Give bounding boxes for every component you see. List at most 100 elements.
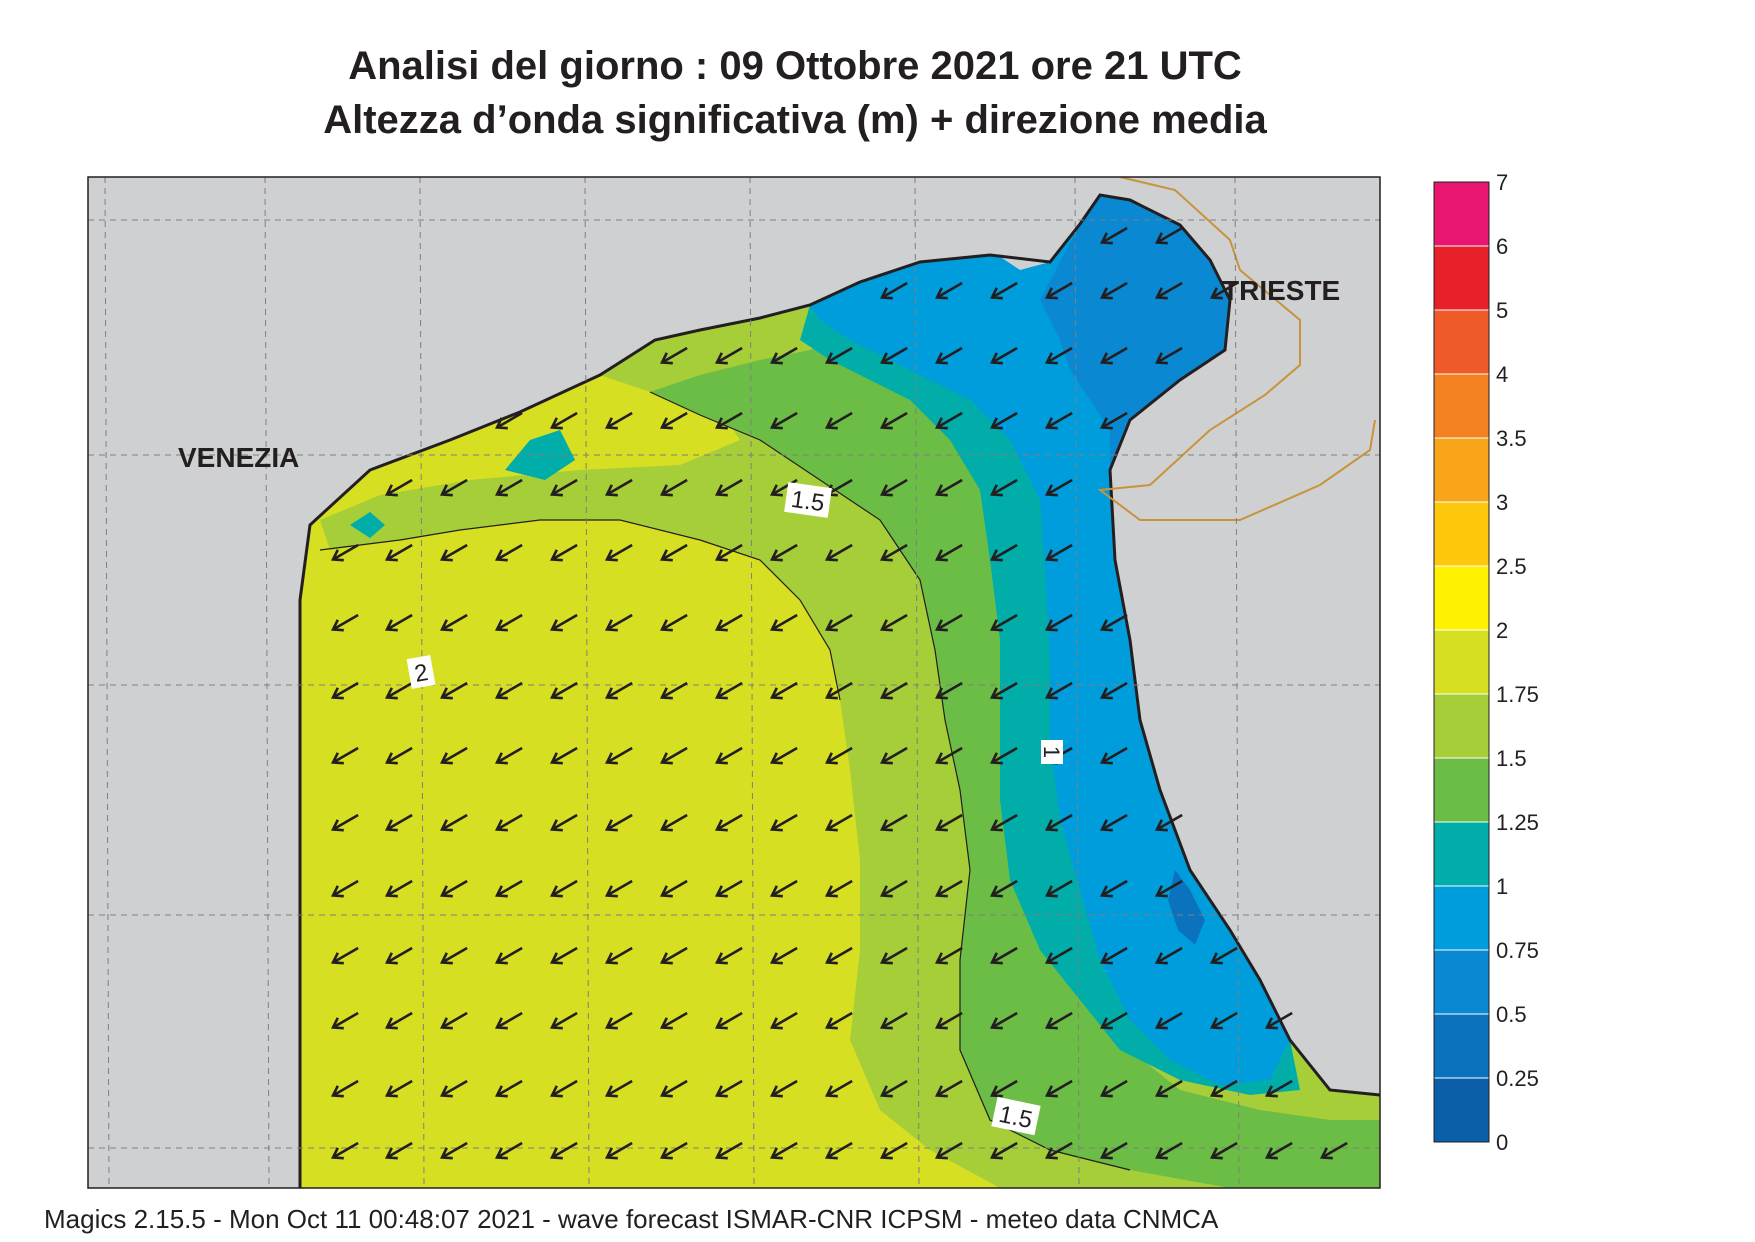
direction-arrow: [330, 613, 359, 632]
wave-direction-arrows: [330, 226, 1348, 1160]
direction-arrow: [1099, 281, 1128, 300]
direction-arrow: [494, 411, 523, 430]
legend-swatch: [1433, 373, 1490, 439]
direction-arrow: [879, 281, 908, 300]
map-frame: [87, 176, 1381, 1189]
direction-arrow: [934, 1141, 963, 1160]
direction-arrow: [1154, 281, 1183, 300]
direction-arrow: [879, 478, 908, 497]
direction-arrow: [604, 746, 633, 765]
graticule-meridian: [749, 177, 755, 1188]
direction-arrow: [989, 879, 1018, 898]
direction-arrow: [1319, 1141, 1348, 1160]
direction-arrow: [604, 1079, 633, 1098]
direction-arrow: [1044, 681, 1073, 700]
legend-tick-label: 0.25: [1496, 1066, 1539, 1091]
direction-arrow: [330, 1011, 359, 1030]
direction-arrow: [1099, 946, 1128, 965]
direction-arrow: [384, 543, 413, 562]
direction-arrow: [439, 813, 468, 832]
direction-arrow: [769, 1079, 798, 1098]
direction-arrow: [824, 746, 853, 765]
direction-arrow: [439, 879, 468, 898]
direction-arrow: [549, 879, 578, 898]
direction-arrow: [1209, 281, 1238, 300]
direction-arrow: [989, 681, 1018, 700]
direction-arrow: [879, 681, 908, 700]
direction-arrow: [384, 746, 413, 765]
direction-arrow: [604, 681, 633, 700]
title-line-2: Altezza d’onda significativa (m) + direz…: [323, 98, 1267, 142]
direction-arrow: [549, 478, 578, 497]
legend-tick-label: 2: [1496, 618, 1508, 643]
direction-arrow: [330, 946, 359, 965]
legend-swatch: [1433, 821, 1490, 887]
direction-arrow: [714, 813, 743, 832]
direction-arrow: [439, 613, 468, 632]
direction-arrow: [659, 346, 688, 365]
direction-arrow: [494, 879, 523, 898]
contour-label: 1: [1039, 740, 1064, 764]
direction-arrow: [494, 1079, 523, 1098]
direction-arrow: [879, 746, 908, 765]
direction-arrow: [1154, 813, 1183, 832]
direction-arrow: [1044, 281, 1073, 300]
title-line-1: Analisi del giorno : 09 Ottobre 2021 ore…: [348, 44, 1242, 88]
direction-arrow: [934, 281, 963, 300]
direction-arrow: [1209, 1011, 1238, 1030]
graticule-meridian: [1074, 177, 1080, 1188]
contour-line: [319, 519, 841, 701]
legend-tick-label: 0.5: [1496, 1002, 1527, 1027]
direction-arrow: [549, 1011, 578, 1030]
contour-label: 2: [406, 655, 436, 689]
direction-arrow: [989, 478, 1018, 497]
direction-arrow: [330, 1141, 359, 1160]
direction-arrow: [384, 1141, 413, 1160]
direction-arrow: [330, 879, 359, 898]
direction-arrow: [1099, 613, 1128, 632]
direction-arrow: [1044, 1011, 1073, 1030]
direction-arrow: [439, 746, 468, 765]
direction-arrow: [604, 1011, 633, 1030]
direction-arrow: [384, 478, 413, 497]
graticule-meridian: [419, 177, 425, 1188]
direction-arrow: [659, 681, 688, 700]
direction-arrow: [1264, 1011, 1293, 1030]
legend-swatch: [1433, 1077, 1490, 1143]
legend-frame: [1433, 181, 1490, 1143]
legend-tick-label: 1.25: [1496, 810, 1539, 835]
direction-arrow: [714, 946, 743, 965]
direction-arrow: [879, 879, 908, 898]
direction-arrow: [769, 1011, 798, 1030]
direction-arrow: [384, 1011, 413, 1030]
direction-arrow: [1099, 1141, 1128, 1160]
legend-tick-label: 3: [1496, 490, 1508, 515]
direction-arrow: [1099, 813, 1128, 832]
direction-arrow: [989, 813, 1018, 832]
direction-arrow: [659, 813, 688, 832]
svg-text:1: 1: [1039, 746, 1064, 758]
direction-arrow: [934, 346, 963, 365]
direction-arrow: [549, 1141, 578, 1160]
legend-swatch: [1433, 1013, 1490, 1079]
direction-arrow: [494, 478, 523, 497]
direction-arrow: [989, 613, 1018, 632]
direction-arrow: [659, 478, 688, 497]
direction-arrow: [714, 346, 743, 365]
direction-arrow: [1044, 946, 1073, 965]
direction-arrow: [769, 346, 798, 365]
direction-arrow: [1099, 226, 1128, 245]
direction-arrow: [494, 613, 523, 632]
direction-arrow: [330, 1079, 359, 1098]
direction-arrow: [659, 411, 688, 430]
direction-arrow: [824, 613, 853, 632]
direction-arrow: [769, 478, 798, 497]
direction-arrow: [1044, 543, 1073, 562]
direction-arrow: [604, 879, 633, 898]
direction-arrow: [879, 1011, 908, 1030]
direction-arrow: [604, 813, 633, 832]
label-venezia: VENEZIA: [178, 442, 299, 473]
direction-arrow: [1099, 879, 1128, 898]
direction-arrow: [714, 879, 743, 898]
direction-arrow: [1154, 1011, 1183, 1030]
